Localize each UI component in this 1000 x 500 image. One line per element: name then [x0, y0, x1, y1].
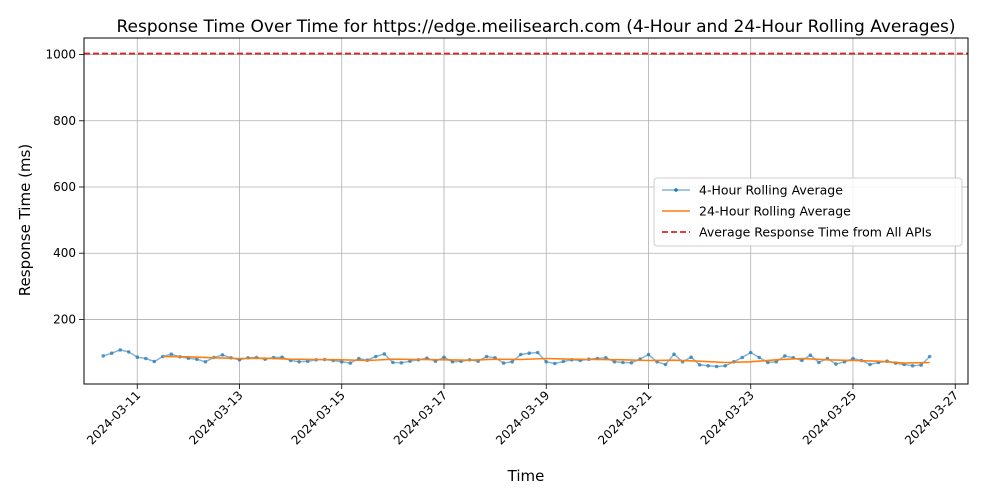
rolling-4h-point	[305, 359, 310, 364]
rolling-4h-point	[723, 364, 727, 368]
rolling-4h-point	[101, 354, 105, 358]
rolling-4h-point	[118, 348, 122, 352]
rolling-4h-point	[714, 364, 719, 369]
legend-marker	[674, 188, 678, 192]
rolling-4h-point	[442, 355, 446, 360]
rolling-4h-point	[297, 360, 301, 364]
rolling-4h-point	[561, 359, 566, 364]
rolling-4h-point	[408, 359, 412, 364]
rolling-4h-point	[382, 352, 387, 356]
legend: 4-Hour Rolling Average 24-Hour Rolling Av…	[653, 177, 963, 247]
rolling-4h-point	[518, 352, 523, 357]
rolling-4h-point	[604, 356, 608, 360]
x-tick-label: 2024-03-11	[84, 388, 143, 447]
rolling-4h-point	[629, 361, 634, 365]
chart-title: Response Time Over Time for https://edge…	[116, 17, 955, 37]
x-tick-label: 2024-03-13	[186, 388, 245, 447]
y-axis-label: Response Time (ms)	[16, 144, 34, 296]
rolling-4h-point	[348, 361, 353, 365]
plot-frame	[83, 37, 969, 385]
rolling-4h-point	[919, 363, 923, 367]
rolling-4h-point	[757, 355, 761, 360]
rolling-4h-point	[169, 352, 174, 357]
legend-box	[653, 177, 963, 247]
rolling-4h-point	[135, 355, 140, 360]
legend-label: Average Response Time from All APIs	[699, 225, 932, 240]
rolling-4h-point	[450, 360, 455, 364]
rolling-4h-point	[868, 362, 872, 367]
rolling-24h-line	[162, 355, 930, 364]
x-tick-label: 2024-03-23	[698, 388, 757, 447]
rolling-4h-point	[220, 353, 225, 357]
x-tick-label: 2024-03-15	[289, 388, 348, 447]
rolling-4h-point	[766, 360, 770, 365]
x-tick-label: 2024-03-27	[902, 388, 961, 447]
rolling-4h-point	[203, 360, 208, 364]
legend-label: 24-Hour Rolling Average	[699, 204, 851, 219]
rolling-4h-point	[800, 358, 804, 363]
rolling-4h-point	[834, 362, 838, 366]
rolling-4h-point	[612, 360, 617, 364]
rolling-4h-point	[357, 356, 361, 361]
rolling-4h-point	[783, 354, 787, 358]
rolling-4h-point	[391, 360, 395, 365]
x-tick-label: 2024-03-17	[391, 388, 450, 447]
x-tick-label: 2024-03-25	[800, 388, 859, 447]
series-layer	[84, 52, 968, 369]
rolling-4h-point	[851, 356, 855, 361]
rolling-4h-point	[126, 350, 131, 354]
rolling-4h-point	[195, 357, 199, 362]
rolling-4h-point	[663, 362, 668, 367]
rolling-4h-point	[646, 352, 651, 357]
rolling-4h-point	[501, 361, 506, 365]
y-tick-label: 600	[53, 180, 76, 194]
rolling-4h-point	[774, 360, 779, 364]
rolling-4h-point	[808, 353, 813, 358]
x-tick-label: 2024-03-19	[493, 388, 552, 447]
rolling-4h-point	[927, 354, 932, 359]
rolling-4h-point	[621, 360, 625, 365]
rolling-4h-point	[535, 350, 540, 355]
rolling-4h-point	[544, 360, 548, 364]
rolling-4h-point	[109, 351, 114, 356]
x-tick-label: 2024-03-21	[595, 388, 654, 447]
rolling-4h-point	[144, 356, 148, 361]
rolling-4h-point	[817, 360, 821, 365]
legend-entry: 4-Hour Rolling Average	[662, 183, 843, 198]
rolling-4h-point	[672, 352, 676, 357]
y-tick-label: 800	[53, 114, 76, 128]
rolling-4h-point	[689, 355, 693, 360]
legend-label: 4-Hour Rolling Average	[699, 183, 843, 198]
rolling-4h-point	[399, 361, 404, 365]
y-tick-label: 400	[53, 246, 76, 260]
legend-entry: Average Response Time from All APIs	[662, 225, 932, 240]
legend-entry: 24-Hour Rolling Average	[662, 204, 851, 219]
rolling-4h-point	[706, 364, 710, 368]
y-tick-label: 1000	[45, 48, 76, 62]
axis-ticks: 2024-03-11 2024-03-13 2024-03-15 2024-03-17…	[45, 48, 961, 448]
rolling-4h-point	[339, 360, 344, 364]
rolling-4h-point	[510, 360, 514, 364]
rolling-4h-point	[910, 364, 915, 368]
y-tick-label: 200	[53, 312, 76, 326]
rolling-4h-point	[553, 361, 557, 366]
x-axis-label: Time	[507, 467, 545, 485]
rolling-4h-point	[748, 350, 753, 355]
rolling-4h-point	[740, 355, 744, 360]
rolling-4h-point	[697, 363, 702, 367]
rolling-4h-point	[374, 354, 378, 359]
grid-lines	[84, 38, 968, 384]
rolling-4h-point	[152, 359, 157, 364]
rolling-4h-point	[484, 354, 489, 359]
rolling-4h-point	[527, 351, 531, 356]
